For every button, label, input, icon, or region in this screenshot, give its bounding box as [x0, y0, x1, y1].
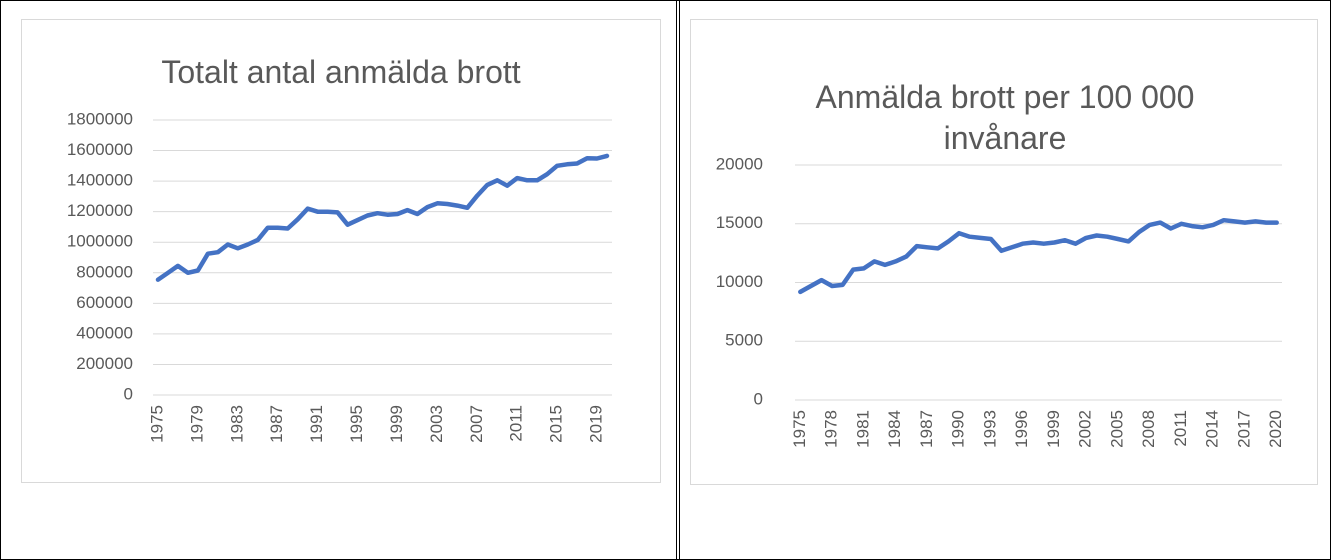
x-tick-label: 1993 — [980, 410, 999, 448]
y-tick-label: 800000 — [76, 262, 133, 281]
y-tick-label: 0 — [754, 389, 763, 408]
y-tick-label: 20000 — [716, 154, 763, 173]
x-tick-label: 2015 — [547, 405, 566, 443]
y-tick-label: 10000 — [716, 272, 763, 291]
x-tick-label: 1999 — [1044, 410, 1063, 448]
x-tick-label: 2011 — [507, 405, 526, 442]
x-tick-label: 1999 — [387, 405, 406, 443]
x-tick-label: 2008 — [1139, 410, 1158, 448]
x-tick-label: 1996 — [1012, 410, 1031, 448]
x-tick-label: 2007 — [467, 405, 486, 443]
y-tick-label: 400000 — [76, 323, 133, 342]
x-tick-label: 1981 — [853, 410, 872, 448]
y-tick-label: 1400000 — [67, 171, 133, 190]
y-tick-label: 600000 — [76, 293, 133, 312]
x-tick-label: 2014 — [1203, 410, 1222, 448]
chart-frame — [21, 19, 661, 483]
y-tick-label: 15000 — [716, 213, 763, 232]
x-tick-label: 1990 — [949, 410, 968, 448]
x-tick-label: 1987 — [267, 405, 286, 443]
x-tick-label: 2011 — [1171, 410, 1190, 447]
x-tick-label: 2002 — [1076, 410, 1095, 448]
data-line — [798, 217, 1279, 295]
y-tick-label: 200000 — [76, 354, 133, 373]
x-tick-label: 1983 — [227, 405, 246, 443]
x-tick-label: 1984 — [885, 410, 904, 448]
y-tick-label: 5000 — [725, 331, 763, 350]
y-tick-label: 1200000 — [67, 201, 133, 220]
x-tick-label: 1975 — [147, 405, 166, 443]
chart-title: Anmälda brott per 100 000 invånare — [815, 79, 1195, 156]
x-tick-label: 2019 — [587, 405, 606, 443]
chart-frame — [690, 19, 1318, 485]
x-tick-label: 2020 — [1266, 410, 1285, 448]
x-tick-label: 1995 — [347, 405, 366, 443]
x-tick-label: 1975 — [790, 410, 809, 448]
data-line — [155, 153, 610, 282]
chart-title: Totalt antal anmälda brott — [161, 54, 521, 90]
x-tick-label: 1987 — [917, 410, 936, 448]
x-tick-label: 1979 — [187, 405, 206, 443]
x-tick-label: 2003 — [427, 405, 446, 443]
y-tick-label: 1600000 — [67, 140, 133, 159]
x-tick-label: 1978 — [822, 410, 841, 448]
x-tick-label: 2017 — [1234, 410, 1253, 448]
y-tick-label: 1800000 — [67, 109, 133, 128]
x-tick-label: 2005 — [1107, 410, 1126, 448]
y-tick-label: 0 — [124, 384, 133, 403]
y-tick-label: 1000000 — [67, 232, 133, 251]
x-tick-label: 1991 — [307, 405, 326, 443]
